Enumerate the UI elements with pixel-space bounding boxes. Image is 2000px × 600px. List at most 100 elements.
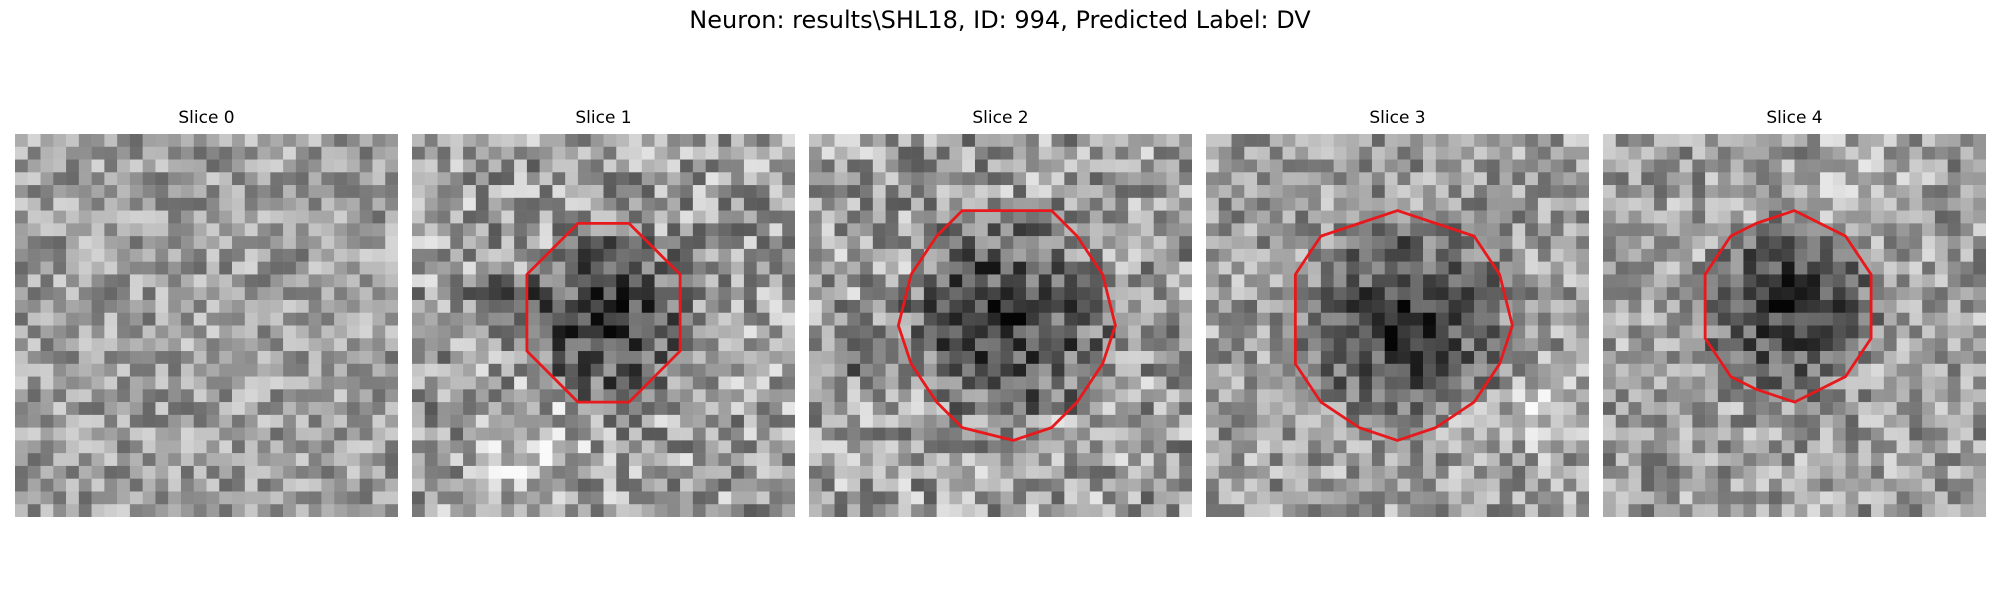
pixel [1474,134,1488,148]
pixel [475,465,489,479]
pixel [809,363,823,377]
pixel [1257,248,1271,262]
pixel [1679,210,1693,224]
pixel [155,478,169,492]
pixel [15,223,29,237]
pixel [78,197,92,211]
pixel [1730,504,1744,517]
pixel [104,146,118,160]
pixel [1781,338,1795,352]
pixel [1717,338,1731,352]
pixel [603,427,617,441]
pixel [962,351,976,365]
pixel [1115,402,1129,416]
pixel [552,248,566,262]
pixel [168,478,182,492]
pixel [1896,210,1910,224]
pixel [1308,504,1322,517]
pixel [1397,223,1411,237]
pixel [539,414,553,428]
pixel [936,248,950,262]
pixel [1832,363,1846,377]
pixel [1423,402,1437,416]
pixel [705,134,719,148]
pixel [680,414,694,428]
slice-panel-2: Slice 2 [809,108,1192,517]
pixel [514,287,528,301]
pixel [1115,146,1129,160]
pixel [1000,453,1014,467]
pixel [1308,172,1322,186]
pixel [283,236,297,250]
pixel [15,146,29,160]
pixel [1026,414,1040,428]
pixel [1922,453,1936,467]
pixel [1486,236,1500,250]
pixel [1768,159,1782,173]
pixel [1257,210,1271,224]
pixel [1435,236,1449,250]
pixel [782,440,795,454]
pixel [1794,287,1808,301]
pixel [168,274,182,288]
pixel [1717,223,1731,237]
pixel [1934,172,1948,186]
pixel [219,197,233,211]
pixel [616,185,630,199]
pixel [1499,159,1513,173]
pixel [860,414,874,428]
pixel [898,427,912,441]
pixel [936,440,950,454]
pixel [1654,414,1668,428]
pixel [1666,325,1680,339]
pixel [1320,172,1334,186]
pixel [962,453,976,467]
pixel [1960,185,1974,199]
pixel [295,478,309,492]
pixel [1615,465,1629,479]
pixel [1038,134,1052,148]
pixel [359,261,373,275]
pixel [1206,185,1220,199]
pixel [885,491,899,505]
pixel [308,440,322,454]
pixel [91,261,105,275]
pixel [1077,363,1091,377]
pixel [1743,287,1757,301]
pixel [1641,351,1655,365]
pixel [1166,172,1180,186]
pixel [1615,172,1629,186]
pixel [1871,159,1885,173]
pixel [1512,440,1526,454]
pixel [667,299,681,313]
pixel [743,338,757,352]
pixel [1692,402,1706,416]
pixel [1295,223,1309,237]
pixel [1410,376,1424,390]
pixel [974,491,988,505]
pixel [1705,504,1719,517]
pixel [219,338,233,352]
pixel [1089,197,1103,211]
pixel [117,465,131,479]
pixel [1512,210,1526,224]
pixel [1486,504,1500,517]
pixel [1909,351,1923,365]
pixel [1257,504,1271,517]
pixel [1960,134,1974,148]
pixel [782,287,795,301]
pixel [1781,312,1795,326]
pixel [308,185,322,199]
pixel [206,504,220,517]
pixel [1615,453,1629,467]
pixel [155,402,169,416]
pixel [1666,223,1680,237]
pixel [1845,312,1859,326]
pixel [1973,402,1986,416]
pixel [885,248,899,262]
pixel [193,453,207,467]
pixel [78,159,92,173]
pixel [1909,210,1923,224]
pixel [1153,287,1167,301]
pixel [1371,159,1385,173]
